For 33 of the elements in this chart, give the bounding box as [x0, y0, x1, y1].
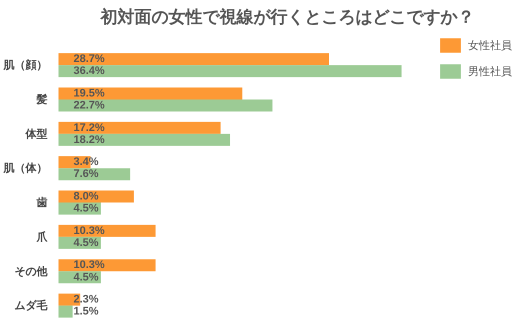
data-label: 7.6% [74, 168, 99, 180]
data-label: 4.5% [74, 202, 99, 215]
bar [58, 306, 73, 318]
bar [58, 53, 329, 66]
y-tick-label: 髪 [36, 92, 48, 106]
data-label: 36.4% [74, 65, 105, 78]
data-label: 8.0% [74, 190, 99, 203]
data-label: 10.3% [74, 259, 105, 272]
bar [58, 65, 402, 78]
y-tick-label: 肌（体） [2, 162, 48, 175]
data-label: 10.3% [74, 224, 105, 237]
y-tick-label: ムダ毛 [14, 299, 48, 312]
bar [58, 99, 272, 112]
bar [58, 259, 156, 272]
data-label: 17.2% [74, 122, 105, 134]
y-tick-label: 肌（顔） [2, 58, 48, 72]
y-tick-label: 体型 [24, 127, 48, 140]
data-label: 4.5% [74, 236, 99, 249]
legend-label: 女性社員 [468, 38, 512, 52]
legend-label: 男性社員 [468, 64, 512, 78]
bar [58, 87, 242, 100]
data-label: 18.2% [74, 134, 105, 146]
data-label: 4.5% [74, 271, 99, 284]
chart-title: 初対面の女性で視線が行くところはどこですか？ [100, 8, 474, 28]
bar [58, 134, 230, 146]
data-label: 22.7% [74, 100, 105, 112]
data-label: 1.5% [74, 306, 99, 318]
bar [58, 122, 221, 134]
data-label: 28.7% [74, 53, 105, 66]
y-tick-label: 爪 [36, 230, 48, 244]
data-label: 19.5% [74, 87, 105, 100]
y-tick-label: 歯 [36, 196, 48, 210]
y-tick-label: その他 [14, 264, 48, 278]
